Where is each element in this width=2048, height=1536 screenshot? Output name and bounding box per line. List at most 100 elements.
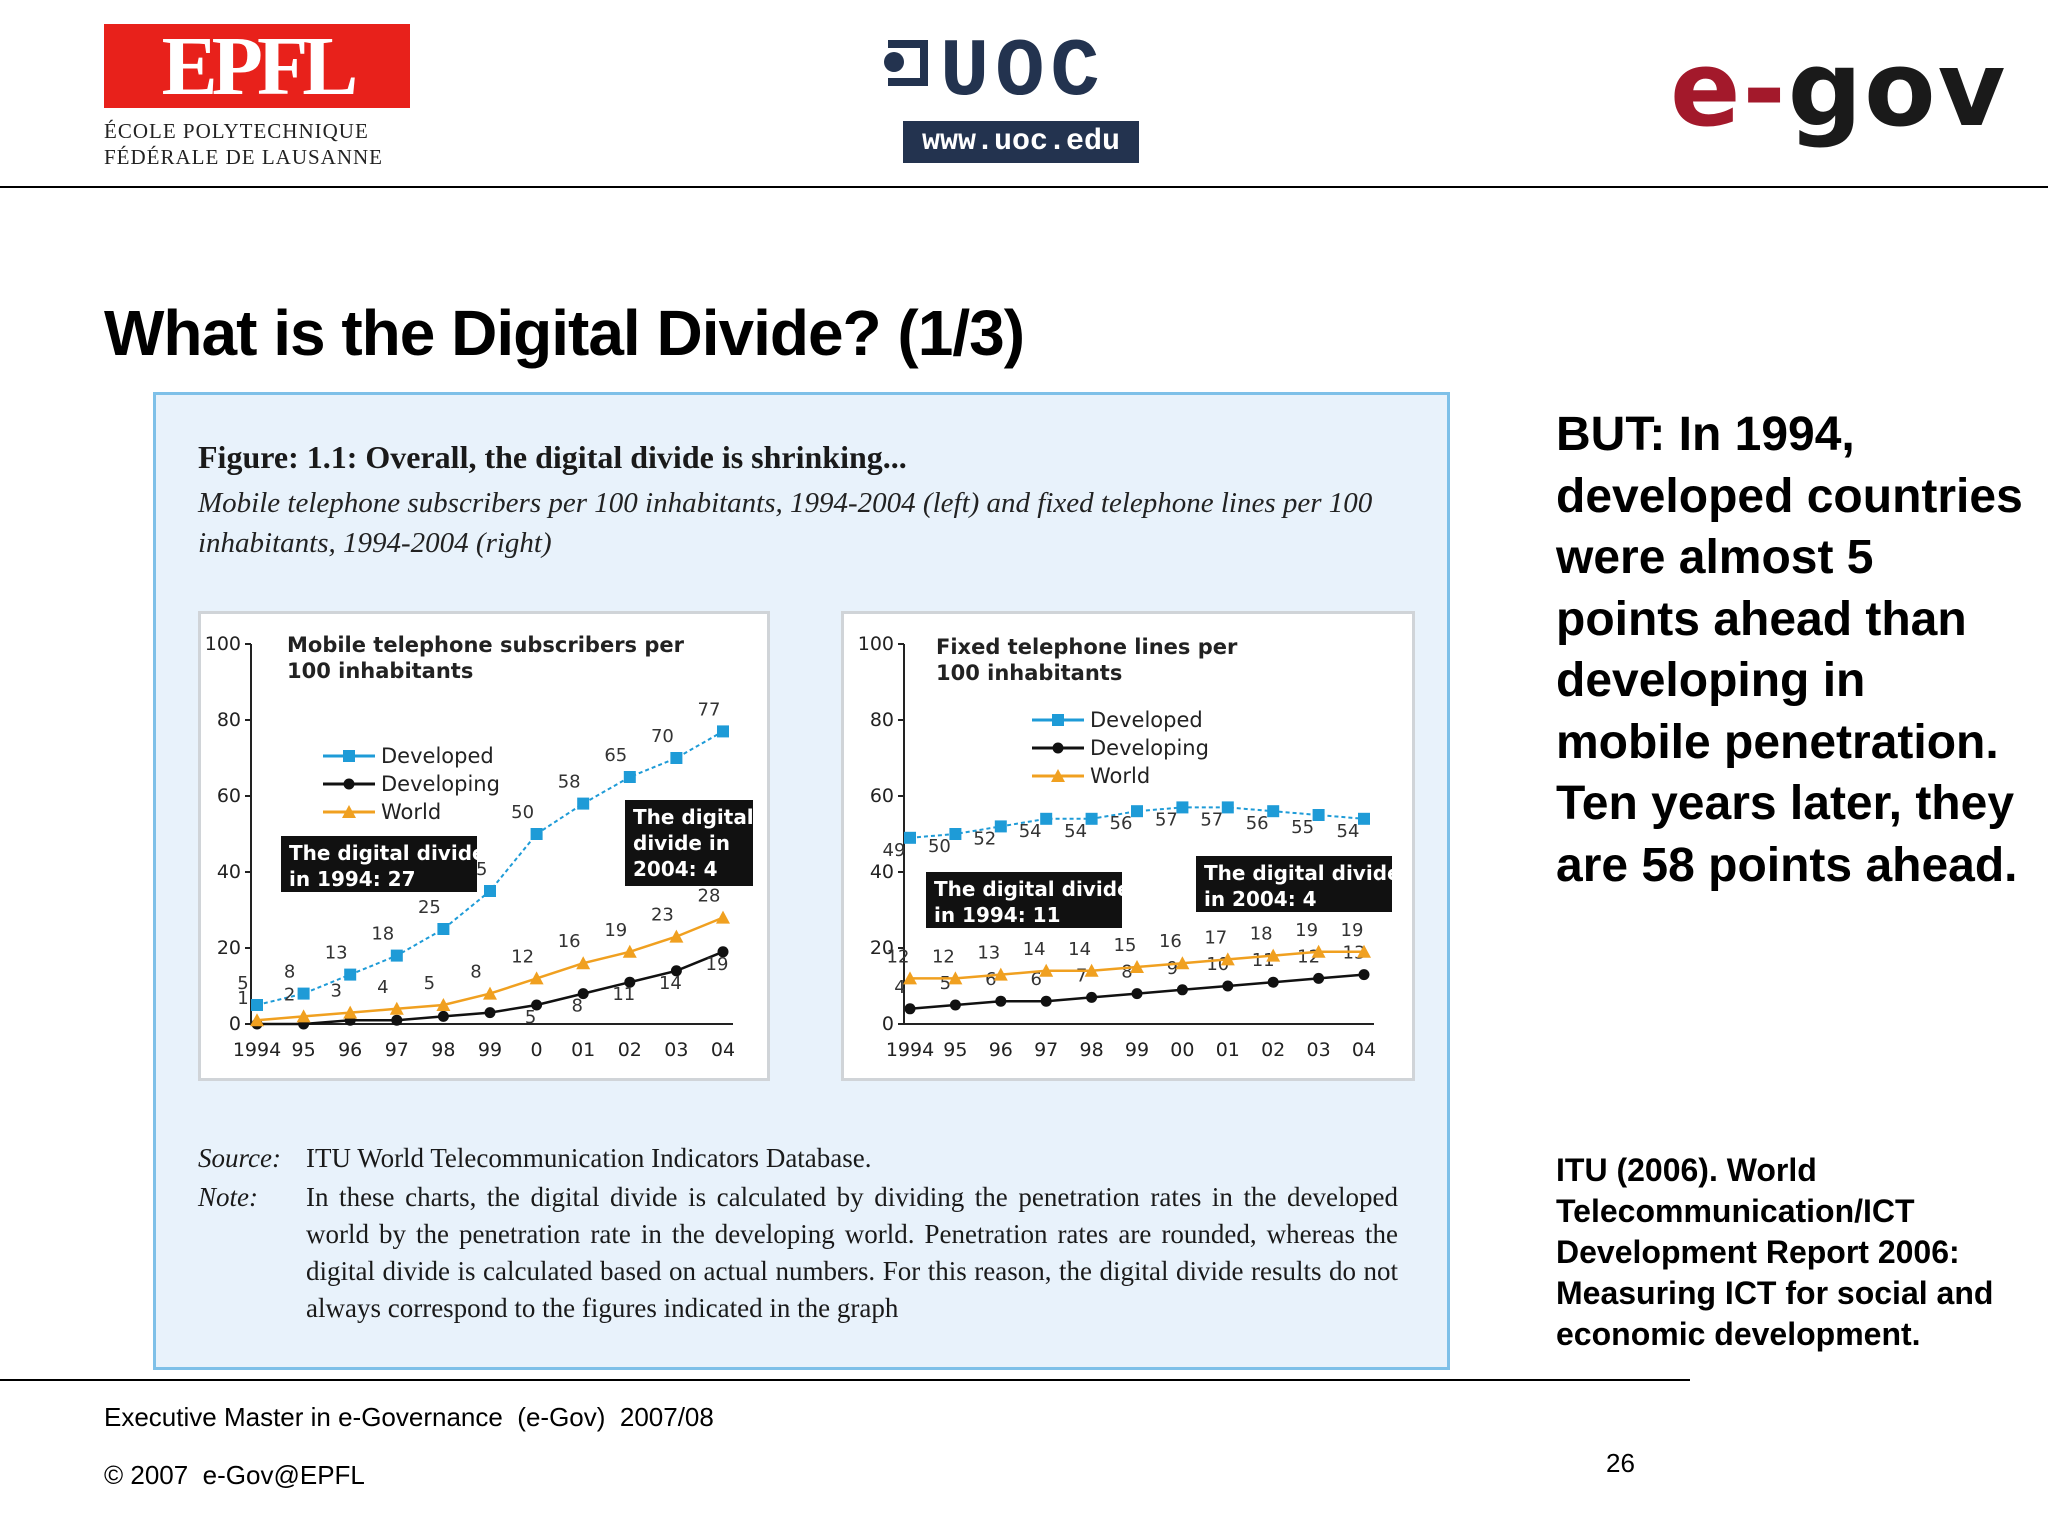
data-label: 54 — [1064, 821, 1087, 842]
data-label: 13 — [977, 943, 1000, 964]
data-point-developed — [949, 828, 962, 840]
data-point-world — [343, 1005, 358, 1019]
data-label: 19 — [1295, 920, 1318, 941]
uoc-logo-name: UOC — [940, 26, 1106, 119]
x-tick-label: 04 — [1352, 1039, 1376, 1061]
data-label: 15 — [1114, 935, 1137, 956]
data-point-developing — [1222, 980, 1234, 992]
data-label: 54 — [1019, 821, 1042, 842]
y-tick-label: 80 — [870, 709, 894, 731]
legend-entry: Developed — [1090, 708, 1203, 732]
data-point-developing — [1358, 969, 1370, 981]
figure-title: Figure: 1.1: Overall, the digital divide… — [198, 439, 907, 475]
data-label: 70 — [651, 726, 674, 747]
data-point-developed — [1267, 805, 1280, 818]
data-point-world — [948, 971, 963, 985]
data-point-world — [1039, 963, 1054, 977]
data-label: 5 — [237, 973, 248, 994]
data-point-world — [1130, 960, 1144, 973]
fixed-chart: 0 20 40 60 80 100 1994 95 96 97 98 99 00 01 02 03 04 Fixe… — [841, 611, 1415, 1081]
data-label: 49 — [883, 840, 906, 861]
legend-marker — [1052, 742, 1064, 754]
callout-text: divide in — [633, 831, 730, 855]
x-tick-label: 96 — [338, 1039, 362, 1061]
data-label: 4 — [377, 977, 388, 998]
data-label: 5 — [940, 973, 951, 994]
data-label: 57 — [1200, 809, 1223, 830]
data-point-developed — [904, 831, 916, 844]
data-label: 13 — [325, 943, 348, 964]
page-title: What is the Digital Divide? (1/3) — [104, 297, 1025, 369]
figure-panel: Figure: 1.1: Overall, the digital divide… — [153, 392, 1450, 1370]
page-number: 26 — [1606, 1448, 1635, 1478]
data-point-developed — [994, 820, 1007, 833]
data-point-world — [622, 944, 637, 958]
data-point-developing — [904, 1003, 916, 1015]
x-tick-label: 02 — [1261, 1039, 1285, 1061]
y-tick-label: 0 — [882, 1013, 894, 1035]
data-point-world — [1220, 952, 1235, 966]
data-point-developed — [344, 968, 357, 981]
epfl-logo: EPFL — [104, 19, 410, 113]
x-tick-label: 97 — [1034, 1039, 1058, 1061]
data-label: 50 — [928, 836, 951, 857]
note-label: Note: — [198, 1182, 258, 1212]
data-point-world — [529, 971, 544, 985]
y-tick-label: 100 — [858, 633, 894, 655]
series-line-world — [256, 916, 724, 1022]
data-point-developing — [577, 988, 589, 1000]
footer-copyright: © 2007 e-Gov@EPFL — [104, 1460, 365, 1490]
side-commentary: BUT: In 1994, developed countries were a… — [1556, 408, 2023, 892]
data-label: 13 — [1343, 943, 1366, 964]
data-label: 18 — [371, 924, 394, 945]
data-label: 6 — [985, 969, 996, 990]
data-label: 4 — [894, 977, 905, 998]
data-point-developing — [1267, 976, 1279, 988]
citation: ITU (2006). World Telecommunication/ICT … — [1556, 1152, 1994, 1352]
egov-logo: e-gov — [1670, 28, 2007, 150]
legend-entry: World — [381, 800, 441, 824]
y-tick-label: 80 — [217, 709, 241, 731]
x-tick-label: 02 — [618, 1039, 642, 1061]
epfl-subtitle-line1: ÉCOLE POLYTECHNIQUE — [104, 119, 369, 143]
x-tick-label: 00 — [1170, 1039, 1194, 1061]
data-point-developed — [1221, 801, 1234, 814]
data-point-developed — [390, 949, 403, 962]
uoc-logo-url: www.uoc.edu — [903, 121, 1139, 163]
data-point-world — [1311, 944, 1326, 958]
footer-divider — [0, 1379, 1690, 1381]
mobile-chart: 0 20 40 60 80 100 1994 95 96 97 98 99 0 01 02 03 04 Mobil… — [198, 611, 770, 1081]
data-label: 3 — [330, 981, 341, 1002]
x-tick-label: 97 — [385, 1039, 409, 1061]
legend-entry: Developing — [1090, 736, 1209, 760]
data-label: 56 — [1110, 813, 1133, 834]
data-label: 5 — [525, 1007, 536, 1028]
uoc-logo-bracket — [888, 40, 928, 86]
x-tick-label: 03 — [664, 1039, 688, 1061]
x-tick-label: 01 — [1216, 1039, 1240, 1061]
data-point-developed — [1176, 801, 1189, 814]
uoc-logo-dot — [884, 52, 904, 72]
chart-title-line2: 100 inhabitants — [287, 659, 473, 683]
y-tick-label: 20 — [870, 937, 894, 959]
data-point-world — [1357, 944, 1371, 958]
data-point-developed — [717, 725, 729, 738]
callout-text: The digital — [633, 805, 754, 829]
data-label: 8 — [1121, 962, 1132, 983]
legend-marker — [1051, 769, 1065, 782]
x-tick-label: 95 — [943, 1039, 967, 1061]
data-point-world — [993, 967, 1008, 981]
x-tick-label: 01 — [571, 1039, 595, 1061]
data-label: 5 — [424, 973, 435, 994]
data-label: 16 — [1159, 931, 1182, 952]
y-tick-label: 60 — [217, 785, 241, 807]
data-label: 52 — [973, 828, 996, 849]
data-point-developing — [995, 995, 1007, 1007]
source-text: ITU World Telecommunication Indicators D… — [306, 1143, 872, 1173]
data-point-developing — [484, 1007, 496, 1019]
chart-title-line2: 100 inhabitants — [936, 661, 1122, 685]
data-label: 65 — [604, 745, 627, 766]
data-point-developed — [251, 999, 263, 1011]
epfl-logo-mark: EPFL — [161, 19, 359, 113]
